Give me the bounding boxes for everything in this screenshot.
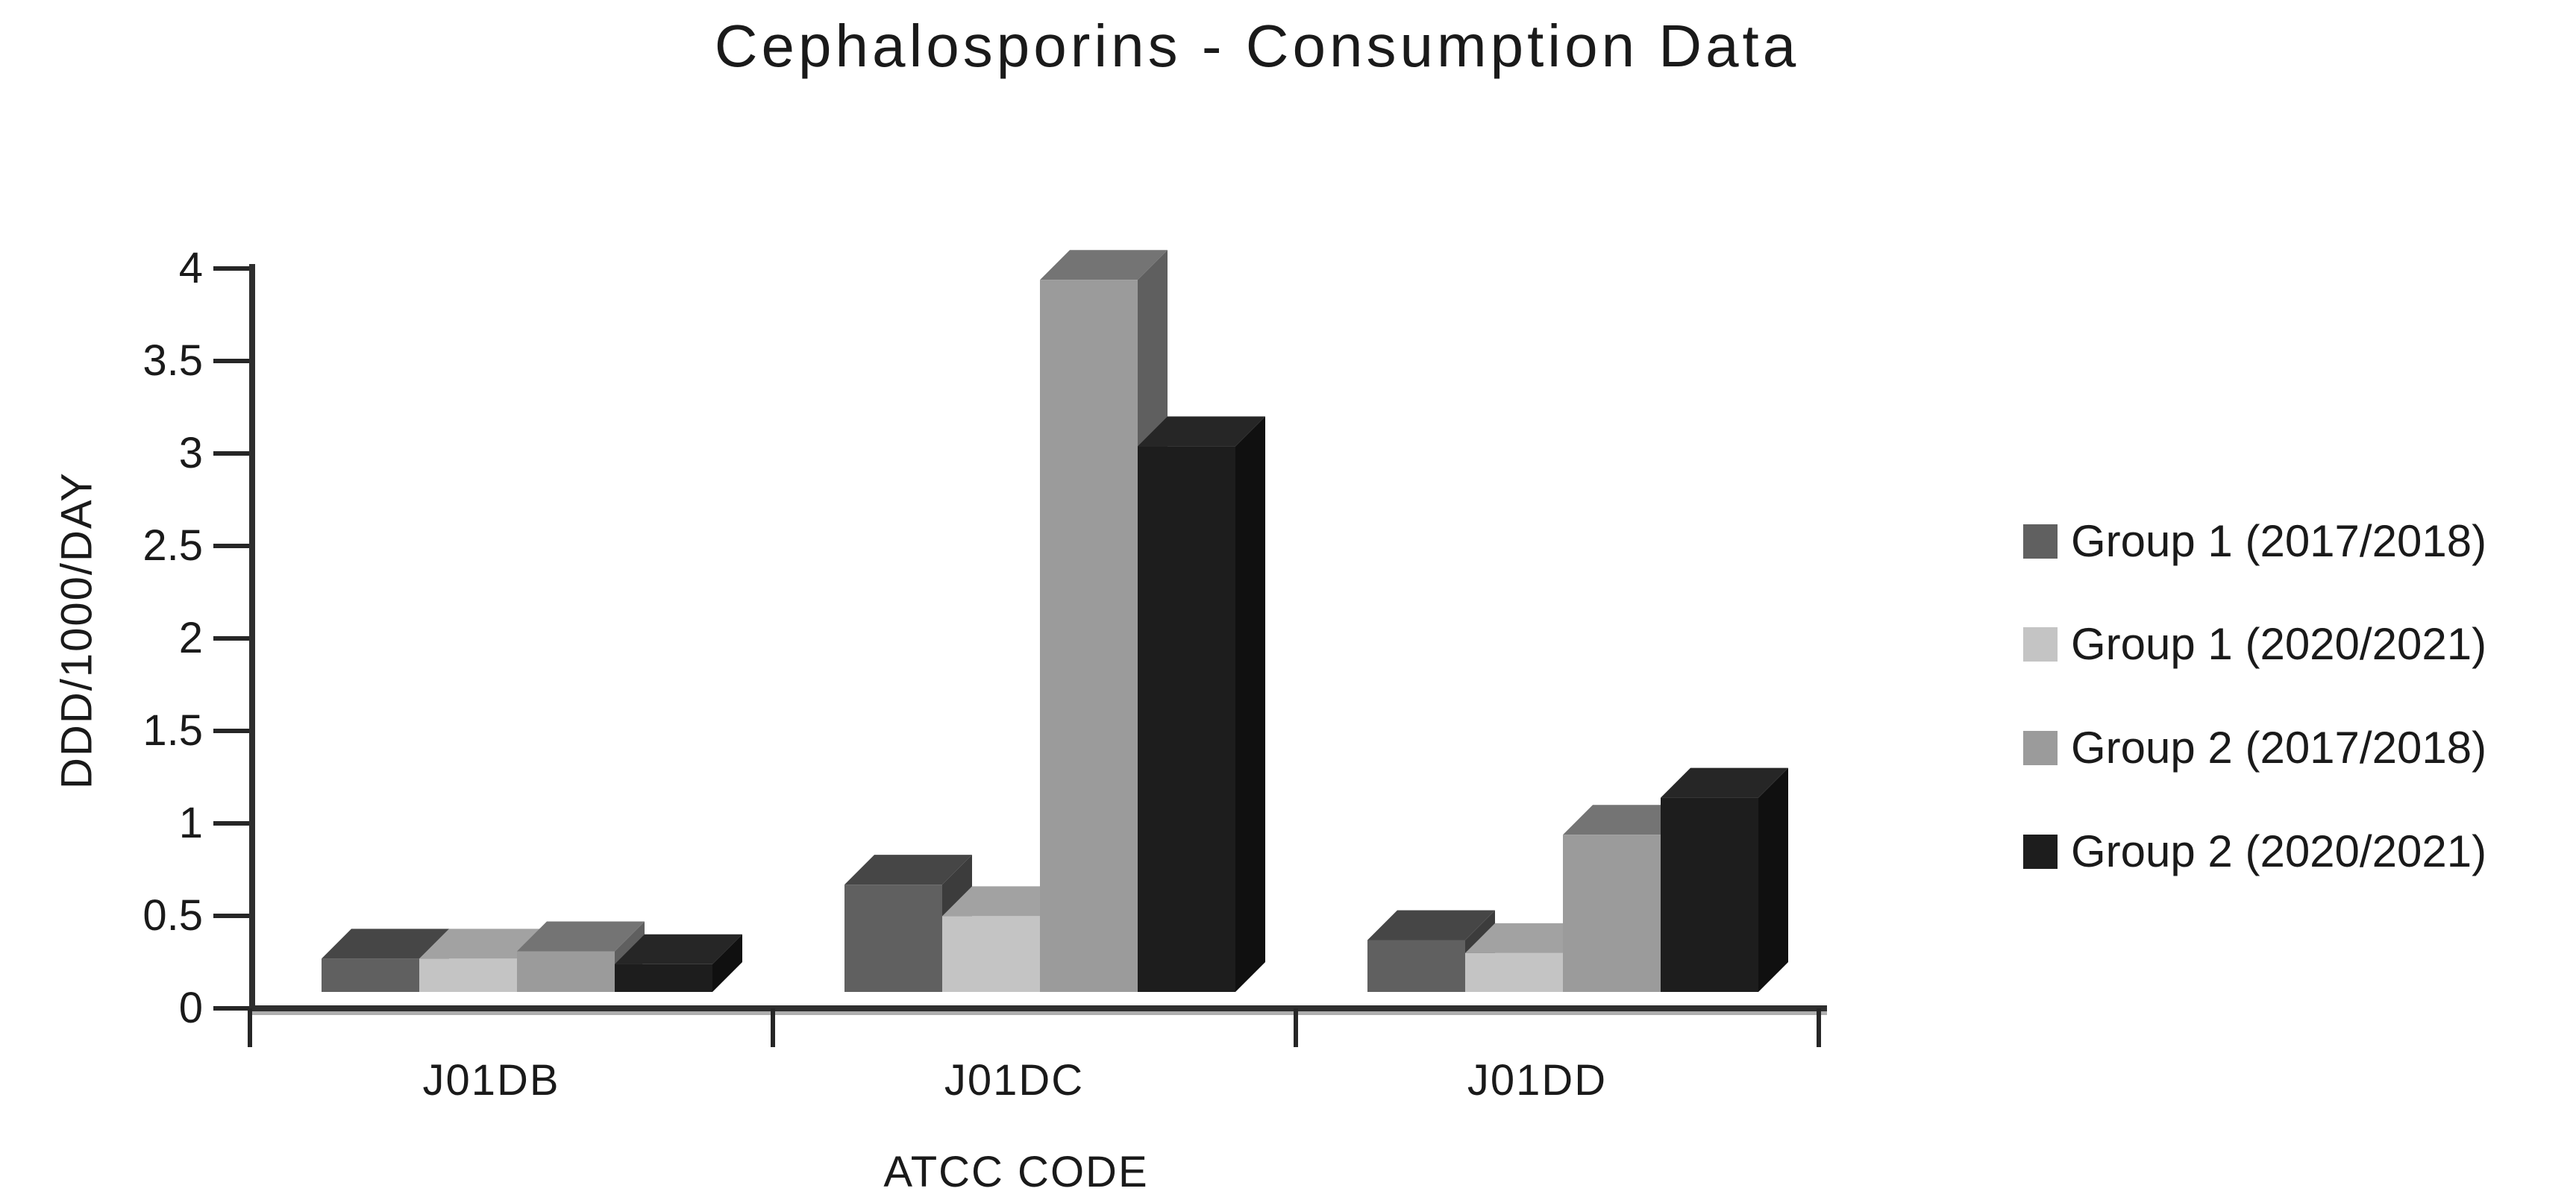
- y-tick-label-2: 2: [178, 614, 203, 662]
- x-axis-title: ATCC CODE: [883, 1148, 1149, 1196]
- y-tick-label-1: 1: [178, 799, 203, 847]
- y-tick-mark: [213, 636, 249, 641]
- bar-front-face: [844, 885, 942, 992]
- x-tick-mark: [248, 1008, 252, 1047]
- bar-front-face: [1040, 280, 1138, 992]
- bar-J01DC-s4: [1138, 416, 1265, 992]
- bar-top-face: [615, 934, 742, 964]
- legend-swatch-icon: [2023, 524, 2058, 559]
- bar-top-face: [419, 929, 547, 959]
- y-tick-mark: [213, 451, 249, 456]
- bar-top-face: [1040, 250, 1168, 280]
- bar-front-face: [942, 916, 1040, 992]
- category-label-J01DB: J01DB: [422, 1056, 560, 1105]
- y-tick-mark: [213, 1006, 249, 1011]
- y-tick-label-0: 0: [178, 984, 203, 1032]
- y-tick-mark: [213, 544, 249, 548]
- bar-front-face: [419, 958, 517, 992]
- bar-J01DD-s4: [1661, 767, 1788, 992]
- bar-top-face: [1138, 416, 1265, 447]
- bar-front-face: [615, 964, 712, 992]
- bar-side-face: [1235, 416, 1265, 992]
- bar-front-face: [517, 951, 615, 992]
- legend-item-3: Group 2 (2017/2018): [2023, 722, 2575, 774]
- x-axis-line: [249, 1005, 1827, 1011]
- y-tick-label-0.5: 0.5: [142, 891, 203, 940]
- bar-top-face: [844, 855, 972, 885]
- legend-label: Group 1 (2017/2018): [2071, 516, 2487, 566]
- bar-top-face: [1661, 767, 1788, 798]
- legend-label: Group 2 (2020/2021): [2071, 826, 2487, 876]
- bar-J01DB-s4: [615, 934, 742, 992]
- bar-side-face: [712, 934, 742, 992]
- legend-item-1: Group 1 (2017/2018): [2023, 515, 2575, 568]
- x-tick-mark: [1817, 1008, 1821, 1047]
- chart-title: Cephalosporins - Consumption Data: [714, 13, 1800, 79]
- legend-item-2: Group 1 (2020/2021): [2023, 618, 2575, 670]
- bar-front-face: [322, 958, 419, 992]
- x-tick-mark: [1294, 1008, 1298, 1047]
- y-tick-label-1.5: 1.5: [142, 706, 203, 755]
- bar-front-face: [1138, 446, 1235, 992]
- bar-top-face: [1563, 805, 1690, 835]
- y-tick-mark: [213, 266, 249, 271]
- legend-label: Group 2 (2017/2018): [2071, 723, 2487, 773]
- legend-swatch-icon: [2023, 835, 2058, 869]
- bar-top-face: [322, 929, 449, 959]
- legend-swatch-icon: [2023, 731, 2058, 765]
- bar-top-face: [1465, 923, 1593, 953]
- bar-top-face: [517, 921, 645, 952]
- legend-item-4: Group 2 (2020/2021): [2023, 826, 2575, 878]
- legend-swatch-icon: [2023, 627, 2058, 662]
- bar-front-face: [1661, 797, 1758, 992]
- category-label-J01DC: J01DC: [944, 1056, 1085, 1105]
- category-label-J01DD: J01DD: [1467, 1056, 1608, 1105]
- bar-front-face: [1465, 952, 1563, 992]
- y-tick-mark: [213, 821, 249, 826]
- floor-front-edge: [249, 1011, 1827, 1015]
- bar-top-face: [1367, 910, 1495, 940]
- bar-side-face: [1758, 767, 1788, 992]
- y-tick-label-3.5: 3.5: [142, 336, 203, 385]
- x-tick-mark: [771, 1008, 775, 1047]
- bar-J01DB-s2: [419, 929, 547, 992]
- bar-top-face: [942, 886, 1070, 917]
- y-tick-mark: [213, 914, 249, 918]
- legend-label: Group 1 (2020/2021): [2071, 619, 2487, 669]
- y-tick-mark: [213, 729, 249, 733]
- y-tick-label-3: 3: [178, 429, 203, 477]
- y-tick-label-4: 4: [178, 244, 203, 292]
- bar-front-face: [1563, 835, 1661, 992]
- y-tick-mark: [213, 359, 249, 363]
- y-tick-label-2.5: 2.5: [142, 521, 203, 570]
- bar-front-face: [1367, 940, 1465, 992]
- y-axis-line: [249, 264, 255, 1014]
